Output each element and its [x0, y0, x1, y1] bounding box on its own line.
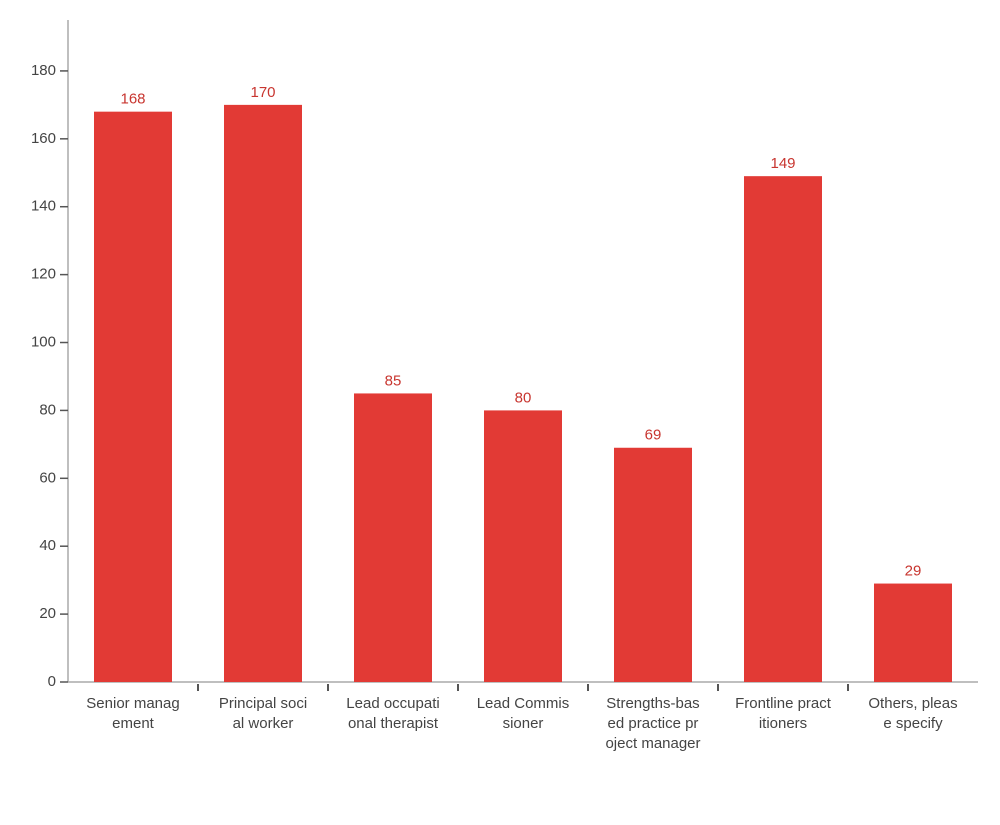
bar — [614, 447, 692, 682]
value-label: 149 — [770, 155, 795, 172]
y-tick-label: 160 — [31, 130, 56, 147]
y-tick-label: 20 — [39, 605, 56, 622]
y-tick-label: 60 — [39, 469, 56, 486]
value-label: 170 — [250, 84, 275, 101]
x-tick-label: Others, please specify — [868, 695, 958, 732]
bar — [224, 104, 302, 682]
y-tick-label: 140 — [31, 198, 56, 215]
y-tick-label: 180 — [31, 62, 56, 79]
x-tick-label: Frontline practitioners — [735, 695, 831, 732]
x-tick-label: Lead occupational therapist — [346, 695, 440, 732]
x-tick-label: Strengths-based practice project manager — [605, 695, 701, 752]
y-tick-label: 100 — [31, 333, 56, 350]
value-label: 29 — [905, 563, 922, 580]
value-label: 168 — [120, 91, 145, 108]
bar — [874, 583, 952, 682]
y-tick-label: 0 — [48, 673, 56, 690]
bar — [744, 176, 822, 682]
x-tick-label: Senior management — [86, 695, 180, 732]
y-tick-label: 120 — [31, 266, 56, 283]
bar — [484, 410, 562, 682]
y-tick-label: 40 — [39, 537, 56, 554]
value-label: 85 — [385, 372, 402, 389]
y-tick-label: 80 — [39, 401, 56, 418]
value-label: 69 — [645, 427, 662, 444]
x-tick-label: Principal social worker — [218, 695, 308, 732]
value-label: 80 — [515, 389, 532, 406]
bar — [94, 111, 172, 682]
x-tick-label: Lead Commissioner — [476, 695, 570, 732]
bar — [354, 393, 432, 682]
